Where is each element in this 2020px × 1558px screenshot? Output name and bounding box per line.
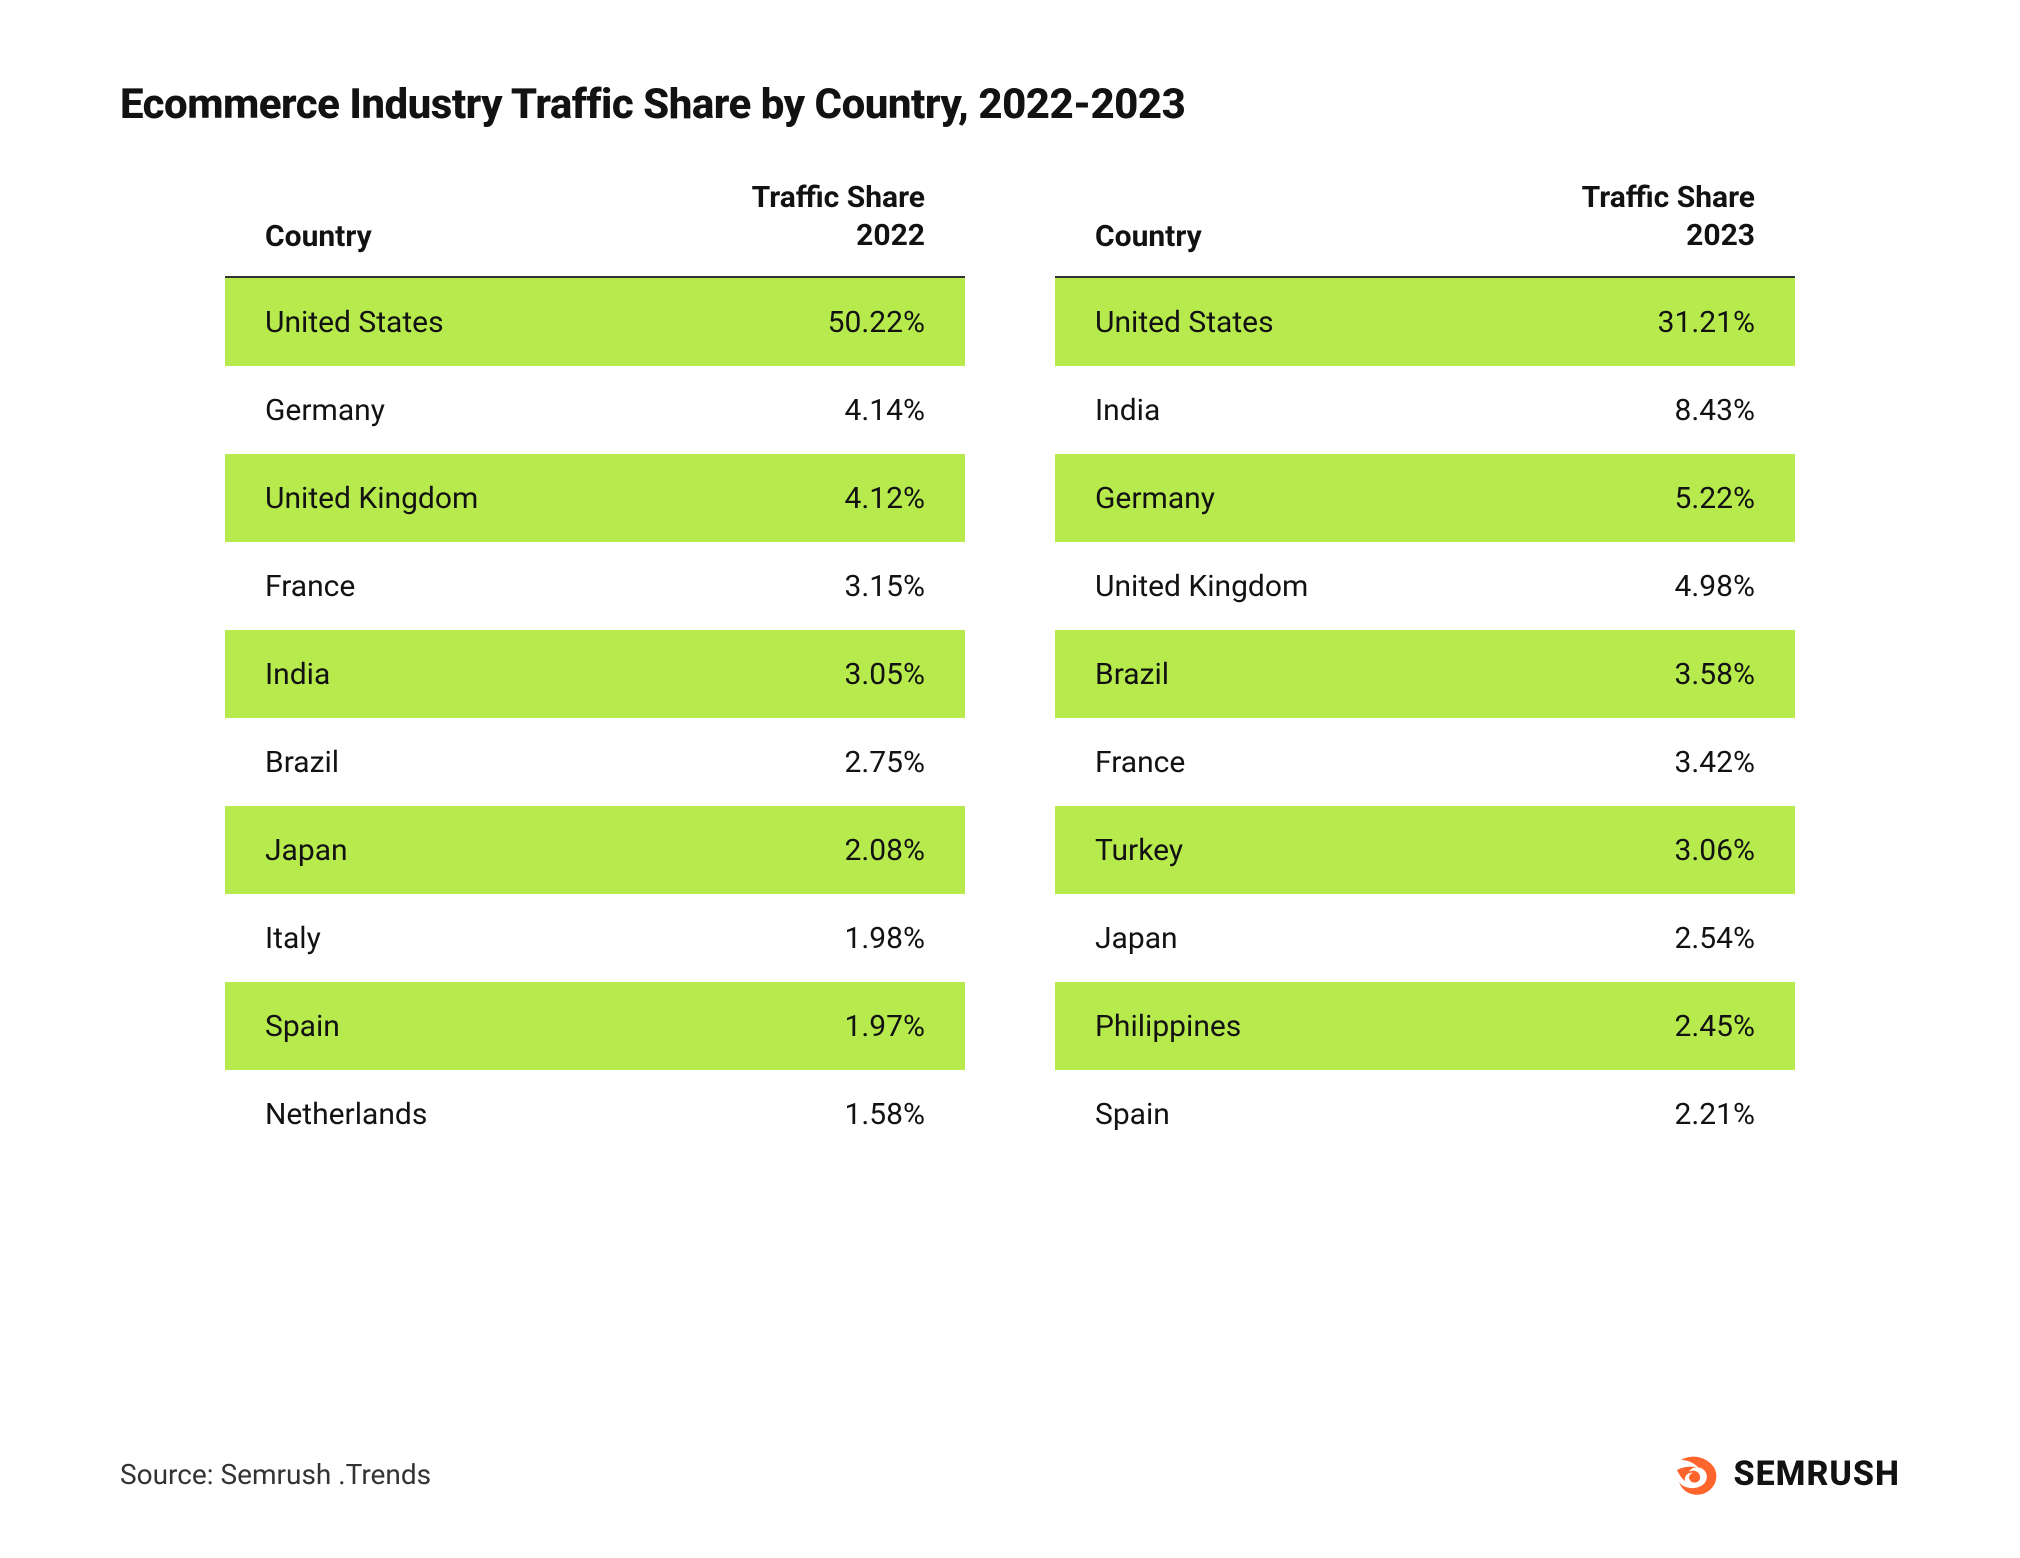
cell-country: Italy — [265, 921, 845, 956]
cell-value: 2.54% — [1675, 921, 1755, 956]
page-root: Ecommerce Industry Traffic Share by Coun… — [0, 0, 2020, 1558]
column-header-share: Traffic Share 2023 — [1582, 179, 1755, 254]
cell-country: India — [1095, 393, 1675, 428]
cell-value: 3.42% — [1675, 745, 1755, 780]
column-header-share-line1: Traffic Share — [1582, 179, 1755, 217]
cell-value: 5.22% — [1675, 481, 1755, 516]
cell-country: Japan — [1095, 921, 1675, 956]
cell-value: 2.75% — [845, 745, 925, 780]
cell-country: Brazil — [1095, 657, 1675, 692]
cell-country: Japan — [265, 833, 845, 868]
cell-value: 4.98% — [1675, 569, 1755, 604]
cell-value: 2.08% — [845, 833, 925, 868]
cell-value: 1.98% — [845, 921, 925, 956]
cell-value: 8.43% — [1675, 393, 1755, 428]
footer: Source: Semrush .Trends SEMRUSH — [120, 1450, 1900, 1498]
cell-country: United Kingdom — [1095, 569, 1675, 604]
tables-container: Country Traffic Share 2022 United States… — [120, 179, 1900, 1410]
table-row: Netherlands1.58% — [225, 1070, 965, 1158]
table-row: France3.15% — [225, 542, 965, 630]
cell-value: 3.05% — [845, 657, 925, 692]
cell-country: Germany — [1095, 481, 1675, 516]
source-text: Source: Semrush .Trends — [120, 1458, 431, 1491]
brand-logo: SEMRUSH — [1671, 1450, 1900, 1498]
table-row: United Kingdom4.98% — [1055, 542, 1795, 630]
table-row: Spain2.21% — [1055, 1070, 1795, 1158]
table-body: United States31.21%India8.43%Germany5.22… — [1055, 278, 1795, 1158]
table-row: Spain1.97% — [225, 982, 965, 1070]
cell-country: Germany — [265, 393, 845, 428]
cell-country: Turkey — [1095, 833, 1675, 868]
cell-value: 3.15% — [845, 569, 925, 604]
cell-value: 3.06% — [1675, 833, 1755, 868]
table-row: Italy1.98% — [225, 894, 965, 982]
column-header-country: Country — [1095, 219, 1582, 254]
brand-text: SEMRUSH — [1733, 1454, 1900, 1494]
table-row: United States31.21% — [1055, 278, 1795, 366]
table-row: France3.42% — [1055, 718, 1795, 806]
cell-country: Spain — [265, 1009, 845, 1044]
table-row: Turkey3.06% — [1055, 806, 1795, 894]
table-row: Philippines2.45% — [1055, 982, 1795, 1070]
table-row: United Kingdom4.12% — [225, 454, 965, 542]
cell-country: United States — [1095, 305, 1658, 340]
cell-country: France — [265, 569, 845, 604]
column-header-share-line2: 2022 — [752, 217, 925, 255]
table-row: India3.05% — [225, 630, 965, 718]
table-row: Brazil2.75% — [225, 718, 965, 806]
fireball-icon — [1671, 1450, 1719, 1498]
cell-value: 3.58% — [1675, 657, 1755, 692]
table-row: Germany4.14% — [225, 366, 965, 454]
cell-value: 50.22% — [828, 305, 925, 340]
cell-value: 31.21% — [1658, 305, 1755, 340]
cell-value: 4.12% — [845, 481, 925, 516]
table-row: Germany5.22% — [1055, 454, 1795, 542]
page-title: Ecommerce Industry Traffic Share by Coun… — [120, 80, 1900, 129]
cell-value: 1.58% — [845, 1097, 925, 1132]
column-header-share-line2: 2023 — [1582, 217, 1755, 255]
cell-country: United States — [265, 305, 828, 340]
table-2022: Country Traffic Share 2022 United States… — [225, 179, 965, 1410]
table-header: Country Traffic Share 2022 — [225, 179, 965, 278]
table-row: India8.43% — [1055, 366, 1795, 454]
cell-country: France — [1095, 745, 1675, 780]
table-body: United States50.22%Germany4.14%United Ki… — [225, 278, 965, 1158]
column-header-share-line1: Traffic Share — [752, 179, 925, 217]
table-row: Japan2.08% — [225, 806, 965, 894]
column-header-share: Traffic Share 2022 — [752, 179, 925, 254]
table-2023: Country Traffic Share 2023 United States… — [1055, 179, 1795, 1410]
table-row: Brazil3.58% — [1055, 630, 1795, 718]
cell-country: Brazil — [265, 745, 845, 780]
cell-value: 2.45% — [1675, 1009, 1755, 1044]
cell-country: India — [265, 657, 845, 692]
cell-country: Philippines — [1095, 1009, 1675, 1044]
cell-value: 1.97% — [845, 1009, 925, 1044]
cell-country: Spain — [1095, 1097, 1675, 1132]
table-row: Japan2.54% — [1055, 894, 1795, 982]
table-row: United States50.22% — [225, 278, 965, 366]
cell-value: 2.21% — [1675, 1097, 1755, 1132]
cell-value: 4.14% — [845, 393, 925, 428]
cell-country: Netherlands — [265, 1097, 845, 1132]
column-header-country: Country — [265, 219, 752, 254]
cell-country: United Kingdom — [265, 481, 845, 516]
table-header: Country Traffic Share 2023 — [1055, 179, 1795, 278]
